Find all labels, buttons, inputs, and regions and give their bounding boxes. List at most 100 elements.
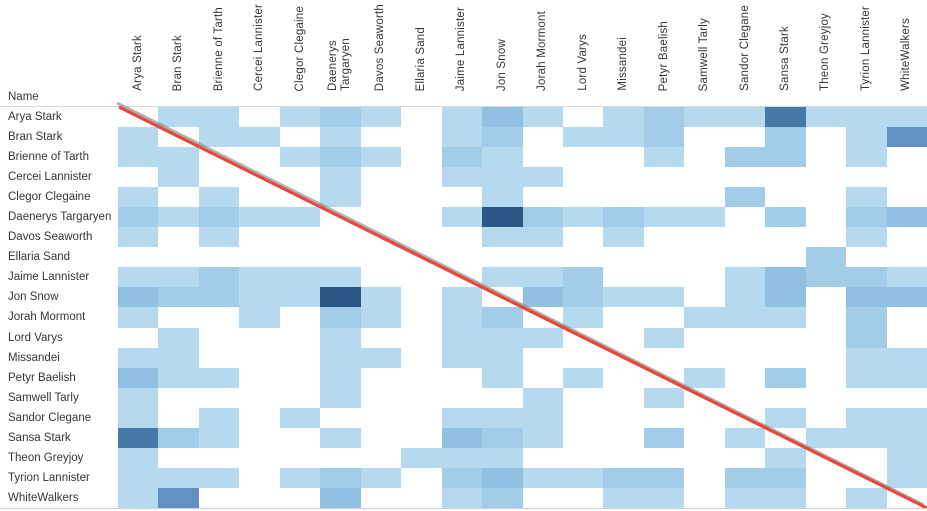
matrix-cell[interactable] xyxy=(523,307,563,327)
matrix-cell[interactable] xyxy=(563,247,603,267)
matrix-cell[interactable] xyxy=(765,247,805,267)
matrix-cell[interactable] xyxy=(644,368,684,388)
matrix-cell[interactable] xyxy=(361,247,401,267)
matrix-cell[interactable] xyxy=(401,147,441,167)
matrix-cell[interactable] xyxy=(158,127,198,147)
matrix-cell[interactable] xyxy=(441,427,483,448)
matrix-cell[interactable] xyxy=(684,167,724,187)
matrix-cell[interactable] xyxy=(806,328,846,348)
column-header[interactable]: Missandei xyxy=(603,0,643,100)
matrix-cell[interactable] xyxy=(482,207,523,228)
matrix-cell[interactable] xyxy=(684,388,724,408)
matrix-cell[interactable] xyxy=(441,147,483,168)
matrix-cell[interactable] xyxy=(523,187,563,207)
matrix-cell[interactable] xyxy=(846,187,887,208)
matrix-cell[interactable] xyxy=(644,227,684,247)
matrix-cell[interactable] xyxy=(522,407,563,428)
matrix-cell[interactable] xyxy=(563,428,603,448)
matrix-cell[interactable] xyxy=(886,267,927,288)
matrix-cell[interactable] xyxy=(361,187,401,207)
matrix-cell[interactable] xyxy=(199,448,239,468)
column-header[interactable]: Brienne of Tarth xyxy=(199,0,239,100)
matrix-cell[interactable] xyxy=(523,488,563,508)
matrix-cell[interactable] xyxy=(725,348,765,368)
matrix-cell[interactable] xyxy=(522,207,563,228)
matrix-cell[interactable] xyxy=(118,407,159,428)
matrix-cell[interactable] xyxy=(361,267,401,287)
matrix-cell[interactable] xyxy=(603,307,643,327)
matrix-cell[interactable] xyxy=(401,207,441,227)
matrix-cell[interactable] xyxy=(684,187,724,207)
matrix-cell[interactable] xyxy=(563,328,603,348)
matrix-cell[interactable] xyxy=(118,367,159,388)
matrix-cell[interactable] xyxy=(118,287,159,308)
matrix-cell[interactable] xyxy=(118,267,159,288)
matrix-cell[interactable] xyxy=(644,247,684,267)
column-header[interactable]: Petyr Baelish xyxy=(644,0,684,100)
matrix-cell[interactable] xyxy=(643,487,685,508)
matrix-cell[interactable] xyxy=(199,328,239,348)
matrix-cell[interactable] xyxy=(806,287,846,307)
matrix-cell[interactable] xyxy=(360,287,402,308)
matrix-cell[interactable] xyxy=(684,287,724,307)
matrix-cell[interactable] xyxy=(725,328,765,348)
matrix-cell[interactable] xyxy=(806,147,846,167)
matrix-cell[interactable] xyxy=(199,488,239,508)
matrix-cell[interactable] xyxy=(523,247,563,267)
matrix-cell[interactable] xyxy=(401,287,441,307)
row-label[interactable]: WhiteWalkers xyxy=(8,491,79,504)
matrix-cell[interactable] xyxy=(320,267,361,288)
matrix-cell[interactable] xyxy=(401,227,441,247)
matrix-cell[interactable] xyxy=(158,427,199,448)
matrix-cell[interactable] xyxy=(523,368,563,388)
matrix-cell[interactable] xyxy=(643,427,685,448)
matrix-cell[interactable] xyxy=(846,468,886,488)
matrix-cell[interactable] xyxy=(442,227,482,247)
matrix-cell[interactable] xyxy=(644,348,684,368)
matrix-cell[interactable] xyxy=(118,307,159,328)
matrix-cell[interactable] xyxy=(765,487,806,508)
matrix-cell[interactable] xyxy=(724,487,766,508)
matrix-cell[interactable] xyxy=(523,147,563,167)
row-label[interactable]: Sansa Stark xyxy=(8,431,71,444)
matrix-cell[interactable] xyxy=(846,287,887,308)
matrix-cell[interactable] xyxy=(643,387,685,408)
matrix-cell[interactable] xyxy=(441,167,483,188)
matrix-cell[interactable] xyxy=(805,247,847,268)
matrix-cell[interactable] xyxy=(724,467,766,488)
matrix-cell[interactable] xyxy=(765,227,805,247)
matrix-cell[interactable] xyxy=(603,428,643,448)
matrix-cell[interactable] xyxy=(846,487,887,508)
matrix-cell[interactable] xyxy=(280,388,320,408)
matrix-cell[interactable] xyxy=(401,127,441,147)
matrix-cell[interactable] xyxy=(725,167,765,187)
matrix-cell[interactable] xyxy=(603,448,643,468)
matrix-cell[interactable] xyxy=(118,207,159,228)
matrix-cell[interactable] xyxy=(563,227,603,247)
matrix-cell[interactable] xyxy=(765,447,806,468)
matrix-cell[interactable] xyxy=(158,187,198,207)
matrix-cell[interactable] xyxy=(563,348,603,368)
matrix-cell[interactable] xyxy=(118,427,159,448)
matrix-cell[interactable] xyxy=(765,388,805,408)
matrix-cell[interactable] xyxy=(158,267,199,288)
matrix-cell[interactable] xyxy=(563,187,603,207)
matrix-cell[interactable] xyxy=(320,207,360,227)
matrix-cell[interactable] xyxy=(886,127,927,148)
matrix-cell[interactable] xyxy=(886,367,927,388)
matrix-cell[interactable] xyxy=(482,367,523,388)
row-label[interactable]: Petyr Baelish xyxy=(8,371,76,384)
matrix-cell[interactable] xyxy=(725,408,765,428)
matrix-cell[interactable] xyxy=(441,327,483,348)
matrix-cell[interactable] xyxy=(401,247,441,267)
matrix-cell[interactable] xyxy=(846,347,887,368)
matrix-cell[interactable] xyxy=(118,328,158,348)
matrix-cell[interactable] xyxy=(765,307,806,328)
matrix-cell[interactable] xyxy=(280,428,320,448)
matrix-cell[interactable] xyxy=(684,348,724,368)
matrix-cell[interactable] xyxy=(239,328,279,348)
matrix-cell[interactable] xyxy=(522,427,563,448)
matrix-cell[interactable] xyxy=(401,267,441,287)
matrix-cell[interactable] xyxy=(886,287,927,308)
matrix-cell[interactable] xyxy=(158,207,199,228)
